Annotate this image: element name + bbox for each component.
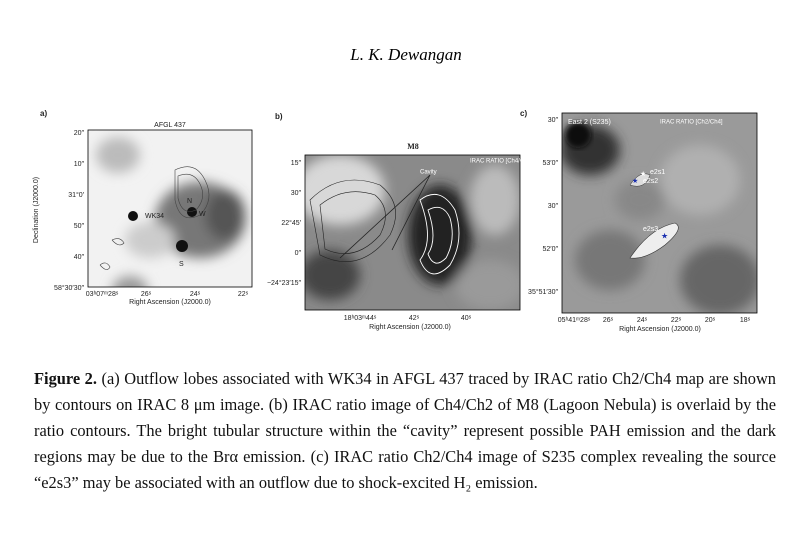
x-tick-label: 18ˢ [740,317,751,324]
y-tick-label: 31°0′ [68,191,84,199]
annotation: e2s1 [650,169,665,176]
frame [561,112,758,314]
x-tick-label: 42ˢ [409,315,420,322]
y-tick-label: 40″ [74,254,85,261]
caption-label: Figure 2. [34,369,97,388]
y-tick-label: 22°45′ [281,219,301,227]
x-tick-label: 26ˢ [603,317,614,324]
caption-text: (a) Outflow lobes associated with WK34 i… [34,369,776,492]
image-b [305,155,520,310]
annotation: S [179,261,184,268]
x-axis-label: Right Ascension (J2000.0) [369,324,451,331]
star-marker: ★ [661,232,668,241]
x-tick-label: 05ʰ41ᵐ28ˢ [558,317,591,324]
x-axis-label: Right Ascension (J2000.0) [129,299,211,306]
x-tick-label: 18ʰ03ᵐ44ˢ [344,315,377,322]
x-tick-label: 03ʰ07ᵐ28ˢ [86,291,119,298]
image-c [562,113,757,313]
panel-title: M8 [407,142,419,151]
y-tick-label: 53′0″ [543,160,559,167]
x-tick-label: 22ˢ [671,317,682,324]
x-axis-label: Right Ascension (J2000.0) [619,326,701,333]
x-tick-label: 22ˢ [238,291,249,298]
annotation: e2s3 [643,226,658,233]
image-a [88,130,252,287]
y-tick-label: 20″ [74,130,85,137]
y-tick-label: 30″ [291,190,302,197]
panel-title: East 2 (S235) [568,119,611,126]
y-tick-label: 35°51′30″ [528,288,558,296]
y-tick-label: 50″ [74,223,85,230]
annotation: N [187,198,192,205]
x-tick-label: 40ˢ [461,315,472,322]
panel-label: c) [520,109,527,118]
y-tick-label: 10″ [74,161,85,168]
frame [87,129,253,288]
annotation: WK34 [145,213,164,220]
y-tick-label: 30″ [548,203,559,210]
star-marker: ★ [640,170,646,178]
y-tick-label: 15″ [291,160,302,167]
annotation: e2s2 [643,178,658,185]
panel-label: a) [40,109,47,118]
inner-title: IRAC RATIO [Ch2/Ch4] [660,120,723,126]
x-tick-label: 24ˢ [190,291,201,298]
y-tick-label: 58°30′30″ [54,284,84,292]
annotation: W [199,211,206,218]
panel-title: AFGL 437 [154,122,186,129]
x-tick-label: 26ˢ [141,291,152,298]
y-tick-label: 30″ [548,117,559,124]
x-tick-label: 20ˢ [705,317,716,324]
y-tick-label: 52′0″ [543,246,559,253]
inner-title: IRAC RATIO [Ch4/Ch2] [470,159,533,165]
author: L. K. Dewangan [350,45,462,64]
star-marker: ★ [632,177,638,185]
y-axis-label: Declination (J2000.0) [33,177,40,243]
annotation: Cavity [420,170,437,176]
x-tick-label: 24ˢ [637,317,648,324]
figure: a) AFGL 437 WK34 N W S 20″ 10″ 31°0′ 50″… [33,109,758,333]
y-tick-label: 0″ [295,250,302,257]
panel-label: b) [275,112,283,121]
frame [304,154,521,311]
caption: Figure 2. (a) Outflow lobes associated w… [34,366,776,496]
y-tick-label: −24°23′15″ [267,279,302,287]
